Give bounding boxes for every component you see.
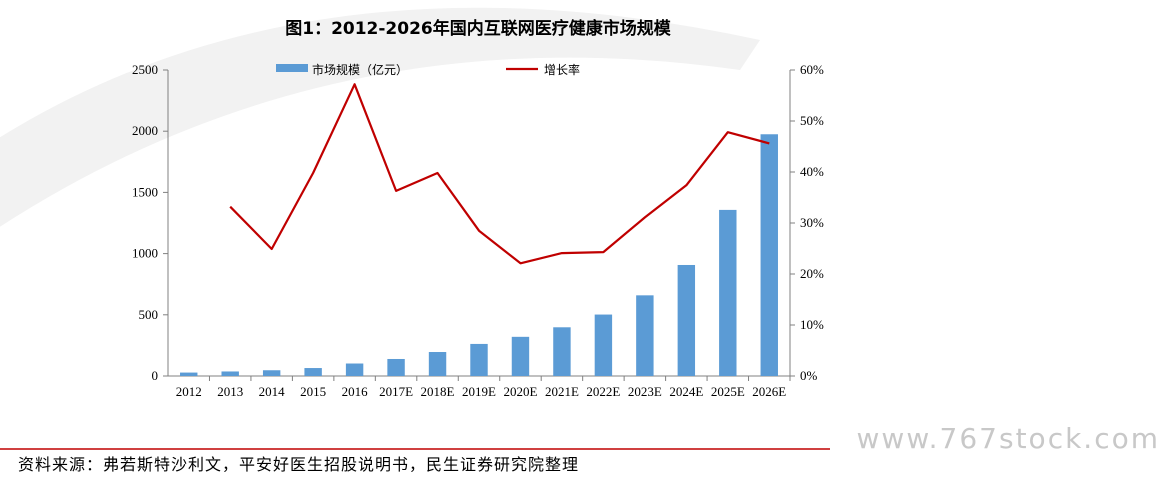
x-tick-label: 2020E	[503, 384, 537, 399]
x-tick-label: 2015	[300, 384, 326, 399]
bar	[221, 371, 239, 376]
right-tick-label: 0%	[800, 368, 818, 383]
left-tick-label: 0	[152, 368, 159, 383]
right-tick-label: 40%	[800, 164, 824, 179]
x-tick-label: 2016	[342, 384, 369, 399]
legend-swatch-bar	[276, 64, 308, 72]
chart-title: 图1：2012-2026年国内互联网医疗健康市场规模	[285, 18, 672, 39]
bar	[180, 372, 198, 376]
right-tick-label: 20%	[800, 266, 824, 281]
bar	[304, 368, 322, 376]
bar	[553, 327, 571, 376]
source-note: 资料来源：弗若斯特沙利文，平安好医生招股说明书，民生证券研究院整理	[18, 455, 579, 474]
bar	[760, 134, 778, 376]
bar-series	[180, 134, 778, 376]
right-tick-label: 50%	[800, 113, 824, 128]
x-tick-label: 2017E	[379, 384, 413, 399]
x-tick-label: 2012	[176, 384, 202, 399]
bar	[387, 358, 405, 376]
x-tick-label: 2024E	[669, 384, 703, 399]
legend-label-bar: 市场规模（亿元）	[312, 62, 408, 77]
bar	[345, 363, 364, 376]
left-tick-label: 2000	[132, 123, 158, 138]
x-tick-label: 2018E	[421, 384, 455, 399]
growth-rate-line	[229, 83, 770, 265]
x-tick-label: 2021E	[545, 384, 579, 399]
legend: 市场规模（亿元） 增长率	[276, 62, 580, 77]
left-tick-label: 1000	[132, 246, 158, 261]
bar	[262, 370, 281, 376]
right-tick-label: 10%	[800, 317, 824, 332]
watermark: www.767stock.com	[857, 422, 1160, 455]
x-tick-label: 2022E	[586, 384, 620, 399]
background-swoosh	[0, 7, 760, 227]
right-tick-label: 30%	[800, 215, 824, 230]
left-tick-label: 1500	[132, 184, 158, 199]
legend-label-line: 增长率	[544, 62, 580, 77]
bar	[719, 209, 737, 376]
left-tick-label: 500	[139, 307, 159, 322]
axes: 0 500 1000 1500 2000 2500 0% 10% 20% 30% 40% 50% 60%…	[132, 62, 824, 399]
right-tick-label: 60%	[800, 62, 824, 77]
bar	[428, 352, 447, 376]
bar	[594, 314, 613, 376]
x-tick-label: 2025E	[711, 384, 745, 399]
x-tick-label: 2026E	[752, 384, 786, 399]
x-tick-label: 2023E	[628, 384, 662, 399]
x-tick-label: 2014	[259, 384, 286, 399]
bar	[470, 343, 488, 376]
line-series	[229, 83, 770, 265]
x-tick-label: 2019E	[462, 384, 496, 399]
x-tick-label: 2013	[217, 384, 243, 399]
bar	[636, 295, 654, 376]
bar	[511, 336, 530, 376]
left-tick-label: 2500	[132, 62, 158, 77]
bar	[677, 264, 696, 376]
